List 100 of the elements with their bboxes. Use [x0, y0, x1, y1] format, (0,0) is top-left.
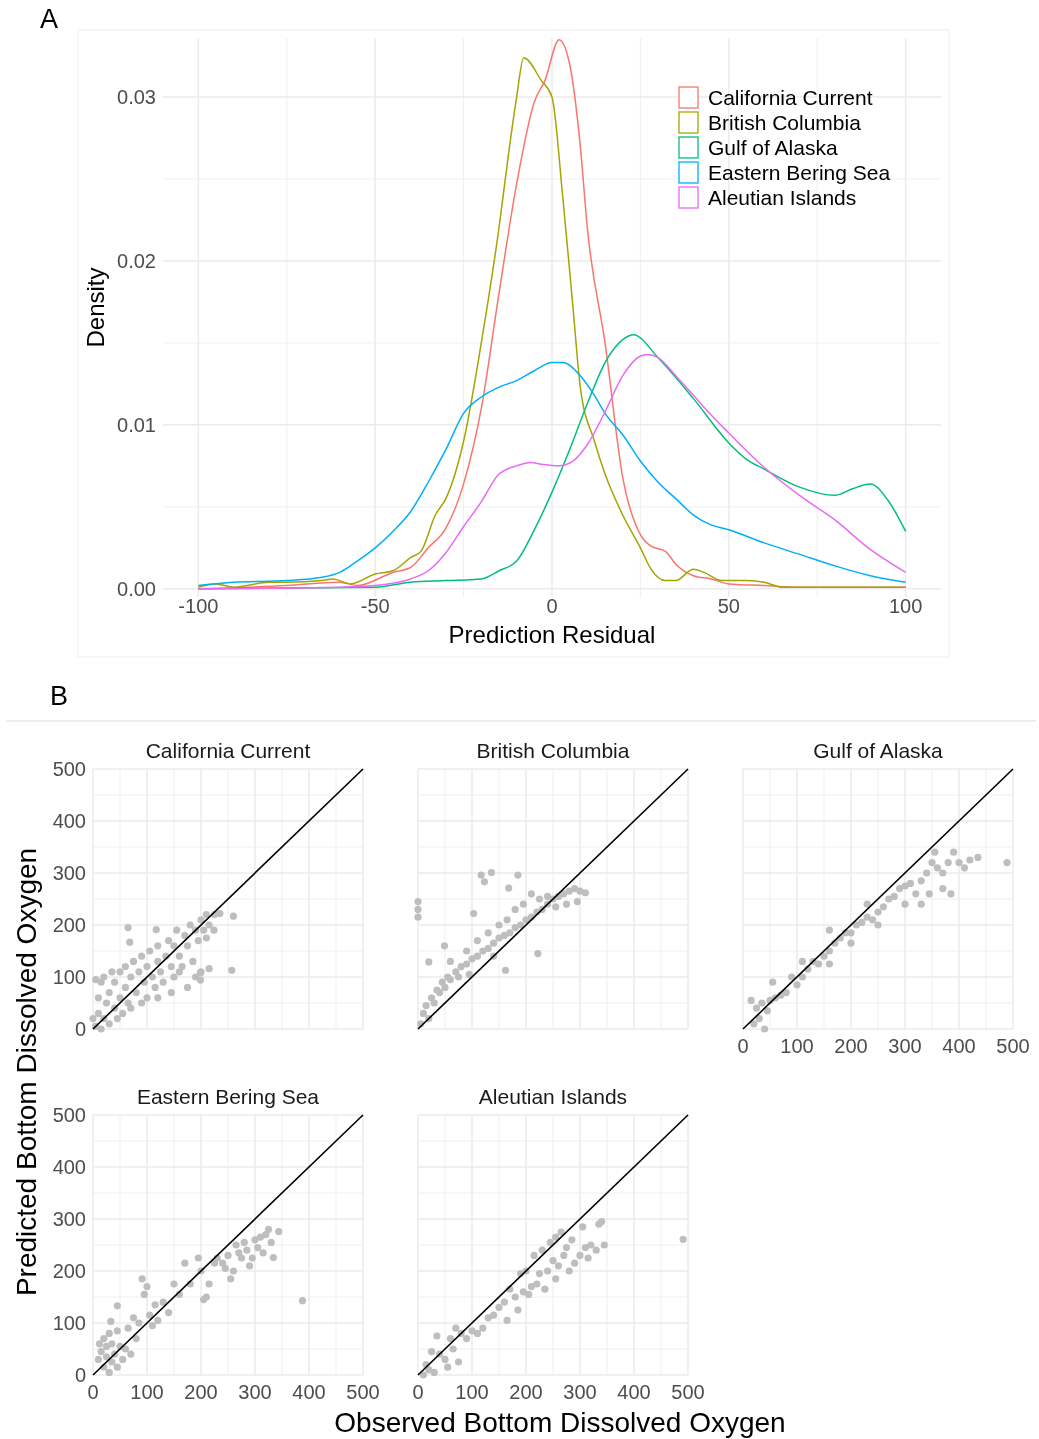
y-axis-title: Density — [82, 267, 109, 348]
y-tick-label: 200 — [52, 1260, 86, 1282]
text: B — [50, 681, 69, 711]
legend-label: British Columbia — [708, 111, 862, 135]
point — [950, 848, 958, 856]
y-tick-label: 500 — [52, 758, 86, 780]
point — [562, 1244, 571, 1252]
chart-title: California Current — [145, 739, 311, 762]
x-tick-label: 0 — [412, 1381, 424, 1403]
point — [549, 1257, 557, 1265]
point — [863, 913, 871, 921]
point — [587, 1241, 595, 1249]
x-tick-label: 400 — [292, 1381, 326, 1403]
point — [579, 1223, 587, 1231]
x-tick-label: 200 — [834, 1035, 868, 1057]
point — [923, 869, 931, 877]
point — [874, 921, 882, 929]
point — [679, 1235, 687, 1243]
x-axis-title: Observed Bottom Dissolved Oxygen — [334, 1407, 786, 1438]
point — [858, 918, 866, 926]
point — [463, 1335, 471, 1343]
text: A — [40, 4, 59, 34]
point — [571, 1259, 579, 1267]
point — [514, 1306, 522, 1314]
x-tick-label: 100 — [888, 595, 923, 617]
x-tick-label: 300 — [563, 1381, 597, 1403]
point — [557, 1228, 565, 1236]
point — [863, 900, 871, 908]
point — [747, 996, 755, 1004]
point — [419, 1371, 427, 1379]
point — [925, 890, 933, 898]
x-tick-label: 0 — [737, 1035, 749, 1057]
point — [931, 848, 939, 856]
point — [554, 1262, 562, 1270]
point — [525, 1290, 533, 1298]
point — [788, 973, 796, 981]
x-tick-label: 500 — [346, 1381, 380, 1403]
point — [896, 885, 904, 893]
point — [473, 1329, 481, 1337]
point — [538, 1246, 546, 1254]
point — [484, 1314, 492, 1322]
point — [869, 916, 877, 924]
point — [874, 908, 882, 916]
point — [820, 952, 828, 960]
point — [763, 1007, 771, 1015]
x-tick-label: 500 — [996, 1035, 1030, 1057]
point — [825, 926, 833, 934]
point — [890, 892, 898, 900]
x-tick-label: 500 — [671, 1381, 705, 1403]
y-tick-label: 0.03 — [117, 86, 156, 109]
point — [495, 1303, 503, 1311]
point — [454, 1358, 463, 1366]
point — [444, 1363, 452, 1371]
x-tick-label: 100 — [455, 1381, 489, 1403]
point — [441, 1355, 449, 1363]
point — [815, 960, 823, 968]
point — [500, 1298, 508, 1306]
point — [825, 960, 833, 968]
x-tick-label: 400 — [617, 1381, 651, 1403]
point — [479, 1324, 487, 1332]
point — [1003, 859, 1011, 867]
point — [974, 853, 982, 861]
x-tick-label: -100 — [178, 595, 219, 617]
y-tick-label: 0.01 — [117, 413, 156, 436]
y-tick-label: 0.00 — [117, 577, 156, 600]
x-tick-label: 200 — [509, 1381, 543, 1403]
point — [944, 859, 952, 867]
point — [452, 1324, 460, 1332]
point — [917, 900, 925, 908]
point — [955, 859, 963, 867]
point — [798, 973, 806, 981]
y-tick-label: 100 — [52, 1312, 86, 1334]
chart-title: Eastern Bering Sea — [136, 1085, 320, 1108]
y-axis-title: Predicted Bottom Dissolved Oxygen — [11, 847, 42, 1297]
point — [533, 1280, 541, 1288]
point — [906, 879, 914, 887]
y-tick-label: 0 — [74, 1364, 86, 1386]
point — [901, 900, 909, 908]
point — [581, 1244, 589, 1252]
chart-title: Gulf of Alaska — [813, 739, 944, 762]
point — [939, 869, 947, 877]
y-tick-label: 300 — [52, 1208, 86, 1230]
point — [928, 859, 936, 867]
point — [752, 1004, 761, 1012]
legend-label: Eastern Bering Sea — [708, 161, 891, 185]
point — [917, 877, 925, 885]
y-tick-label: 0 — [74, 1018, 86, 1040]
point — [503, 1316, 511, 1324]
y-tick-label: 100 — [52, 966, 86, 988]
y-tick-label: 400 — [52, 810, 86, 832]
point — [584, 1254, 592, 1262]
x-tick-label: 300 — [238, 1381, 272, 1403]
point — [761, 1025, 769, 1033]
point — [527, 1283, 535, 1291]
point — [755, 1015, 763, 1023]
point — [825, 947, 833, 955]
point — [600, 1241, 608, 1249]
point — [544, 1267, 552, 1275]
chart-title: British Columbia — [476, 739, 630, 762]
point — [565, 1267, 573, 1275]
